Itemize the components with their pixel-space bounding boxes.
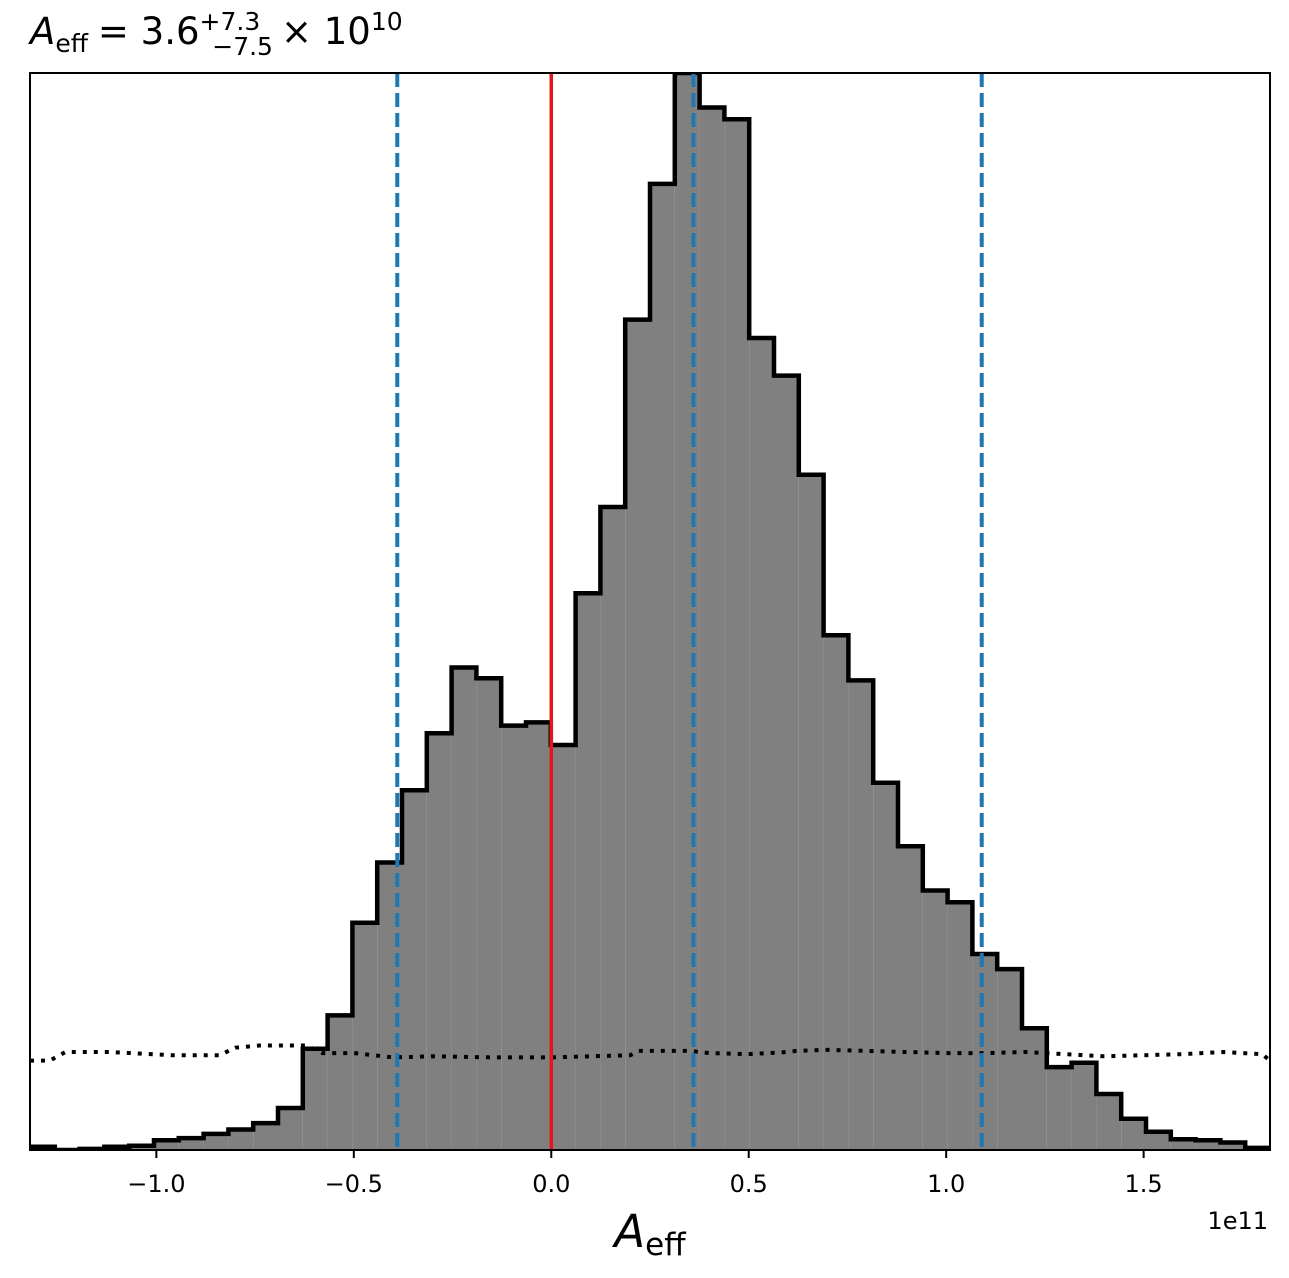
histogram-bar <box>823 635 849 1150</box>
chart-title: Aeff = 3.6+7.3 −7.5 × 1010 <box>28 7 403 61</box>
x-tick-label: 0.0 <box>532 1170 570 1198</box>
histogram-bar <box>724 119 750 1150</box>
histogram-bar <box>302 1048 328 1150</box>
histogram-bar <box>154 1140 179 1150</box>
histogram-bar <box>575 593 601 1150</box>
title-upper-error: +7.3 <box>200 7 261 36</box>
x-axis: −1.0 −0.5 0.0 0.5 1.0 1.5 <box>127 1150 1163 1198</box>
histogram-bar <box>947 902 973 1150</box>
x-tick-label: 1.0 <box>927 1170 965 1198</box>
histogram-bar <box>674 73 700 1150</box>
histogram-bar <box>1071 1062 1097 1150</box>
title-subscript: eff <box>55 29 88 58</box>
histogram-bar <box>327 1015 353 1150</box>
histogram-bar <box>501 725 526 1150</box>
title-exponent: 10 <box>371 7 403 36</box>
histogram-bar <box>253 1123 278 1150</box>
histogram-bar <box>178 1138 204 1150</box>
histogram-bar <box>426 733 452 1150</box>
histogram-bar <box>1195 1140 1221 1150</box>
histogram-bar <box>402 790 427 1150</box>
histogram-bar <box>526 722 551 1150</box>
histogram-outline <box>30 73 1270 1150</box>
histogram-bar <box>228 1129 254 1150</box>
histogram-bar <box>625 319 650 1150</box>
histogram-bar <box>774 375 799 1150</box>
histogram-bar <box>1046 1067 1072 1150</box>
histogram-bar <box>749 337 774 1150</box>
histogram-bar <box>873 782 898 1150</box>
histogram-bar <box>550 745 576 1150</box>
x-axis-label: Aeff <box>611 1205 686 1263</box>
histogram-bar <box>848 680 874 1150</box>
x-tick-label: 0.5 <box>730 1170 768 1198</box>
histogram-bar <box>798 474 824 1150</box>
histogram-bar <box>699 107 725 1150</box>
xlabel-subscript: eff <box>645 1227 686 1263</box>
plot-area <box>30 73 1270 1150</box>
title-symbol: A <box>28 10 55 53</box>
title-times: × 10 <box>281 10 371 53</box>
title-value: = 3.6 <box>98 10 200 53</box>
x-tick-label: −0.5 <box>325 1170 383 1198</box>
histogram-bar <box>650 183 675 1150</box>
histogram-bar <box>898 846 923 1150</box>
x-tick-label: 1.5 <box>1125 1170 1163 1198</box>
histogram-bar <box>1170 1139 1196 1150</box>
x-tick-label: −1.0 <box>127 1170 185 1198</box>
histogram-bar <box>278 1107 303 1150</box>
histogram-bar <box>1121 1118 1146 1150</box>
title-lower-error: −7.5 <box>212 32 273 61</box>
histogram-bar <box>352 922 378 1150</box>
histogram-bar <box>997 969 1022 1150</box>
histogram-bar <box>922 890 948 1150</box>
x-offset-text: 1e11 <box>1207 1207 1268 1235</box>
histogram-bar <box>476 678 502 1150</box>
histogram-bar <box>451 667 477 1150</box>
axes-frame <box>29 72 1271 1151</box>
histogram-bar <box>1022 1028 1047 1150</box>
histogram-bar <box>203 1133 229 1150</box>
histogram-bar <box>1096 1093 1122 1150</box>
histogram-bar <box>1220 1142 1246 1150</box>
xlabel-symbol: A <box>611 1205 645 1258</box>
prior-line <box>30 1043 1270 1063</box>
histogram-bar <box>600 507 626 1150</box>
histogram-bar <box>1146 1131 1171 1150</box>
